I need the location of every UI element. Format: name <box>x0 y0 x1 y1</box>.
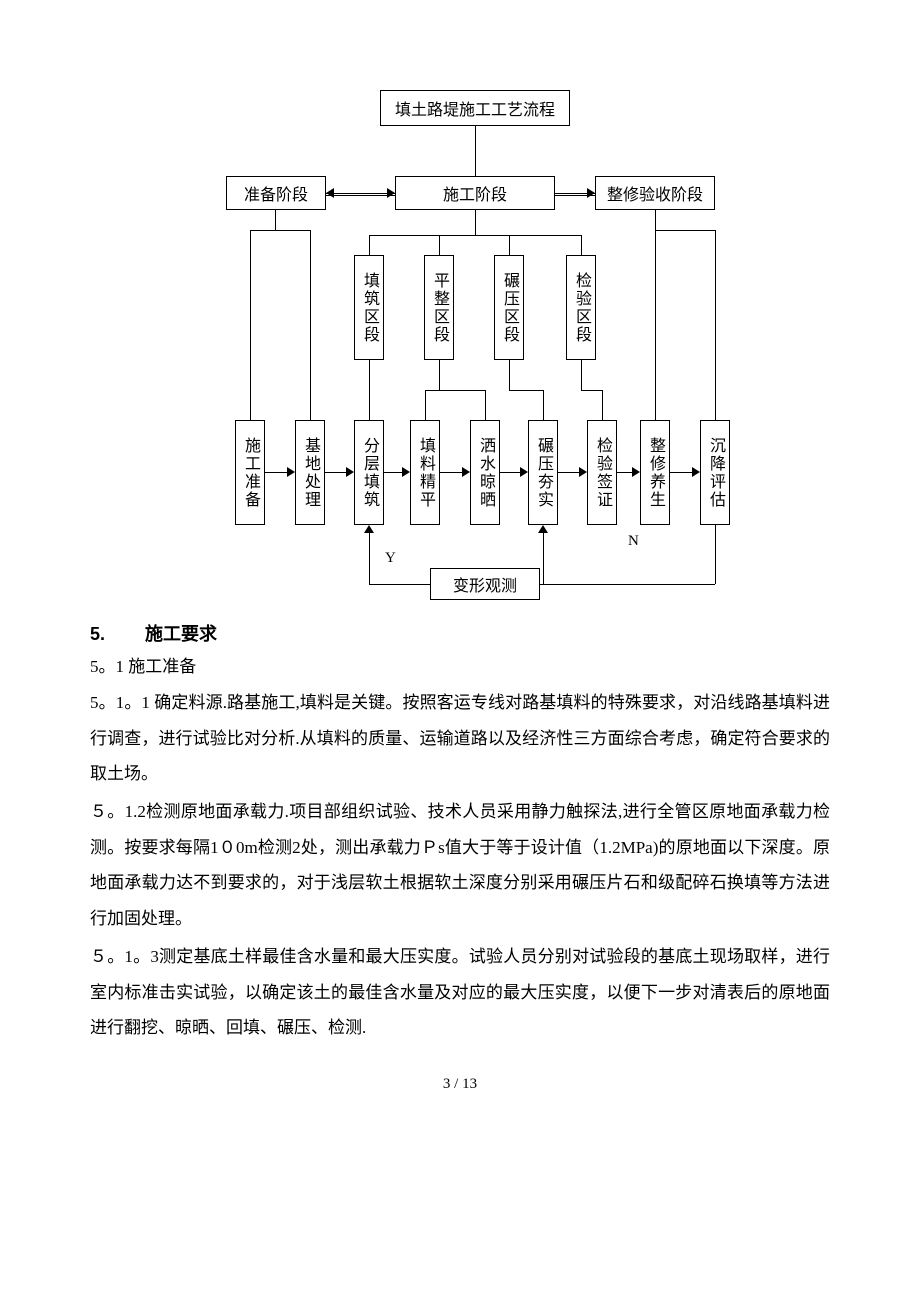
stage-accept: 整修验收阶段 <box>595 176 715 210</box>
step-4-label: 填料精平 <box>413 437 437 509</box>
flow-title: 填土路堤施工工艺流程 <box>380 90 570 126</box>
step-1-label: 施工准备 <box>238 437 262 509</box>
step-5: 洒水晾晒 <box>470 420 500 525</box>
subheading-5-1: 5。1 施工准备 <box>90 652 830 677</box>
step-3: 分层填筑 <box>354 420 384 525</box>
section-level-label: 平整区段 <box>427 272 451 344</box>
para-5-1-3: ５。1。3测定基底土样最佳含水量和最大压实度。试验人员分别对试验段的基底土现场取… <box>90 939 830 1046</box>
step-7-label: 检验签证 <box>590 437 614 509</box>
section-roll: 碾压区段 <box>494 255 524 360</box>
step-9-label: 沉降评估 <box>703 437 727 509</box>
page-footer: 3 / 13 <box>90 1076 830 1093</box>
label-n: N <box>628 533 639 550</box>
step-4: 填料精平 <box>410 420 440 525</box>
section-fill: 填筑区段 <box>354 255 384 360</box>
step-8: 整修养生 <box>640 420 670 525</box>
section-roll-label: 碾压区段 <box>497 272 521 344</box>
step-9: 沉降评估 <box>700 420 730 525</box>
heading-5: 5. 施工要求 <box>90 620 830 646</box>
para-5-1-2: ５。1.2检测原地面承载力.项目部组织试验、技术人员采用静力触探法,进行全管区原… <box>90 794 830 937</box>
section-level: 平整区段 <box>424 255 454 360</box>
step-2-label: 基地处理 <box>298 437 322 509</box>
step-6: 碾压夯实 <box>528 420 558 525</box>
para-5-1-1: 5。1。1 确定料源.路基施工,填料是关键。按照客运专线对路基填料的特殊要求，对… <box>90 685 830 792</box>
flowchart: 填土路堤施工工艺流程 准备阶段 施工阶段 整修验收阶段 填筑区段 平整区段 碾压… <box>180 70 740 600</box>
observe-box: 变形观测 <box>430 568 540 600</box>
stage-prep: 准备阶段 <box>226 176 326 210</box>
step-5-label: 洒水晾晒 <box>473 437 497 509</box>
step-1: 施工准备 <box>235 420 265 525</box>
section-inspect-label: 检验区段 <box>569 272 593 344</box>
step-2: 基地处理 <box>295 420 325 525</box>
section-inspect: 检验区段 <box>566 255 596 360</box>
label-y: Y <box>385 550 396 567</box>
step-8-label: 整修养生 <box>643 437 667 509</box>
step-3-label: 分层填筑 <box>357 437 381 509</box>
step-7: 检验签证 <box>587 420 617 525</box>
step-6-label: 碾压夯实 <box>531 437 555 509</box>
stage-cons: 施工阶段 <box>395 176 555 210</box>
heading-5-num: 5. <box>90 624 140 645</box>
section-fill-label: 填筑区段 <box>357 272 381 344</box>
heading-5-text: 施工要求 <box>145 624 217 644</box>
